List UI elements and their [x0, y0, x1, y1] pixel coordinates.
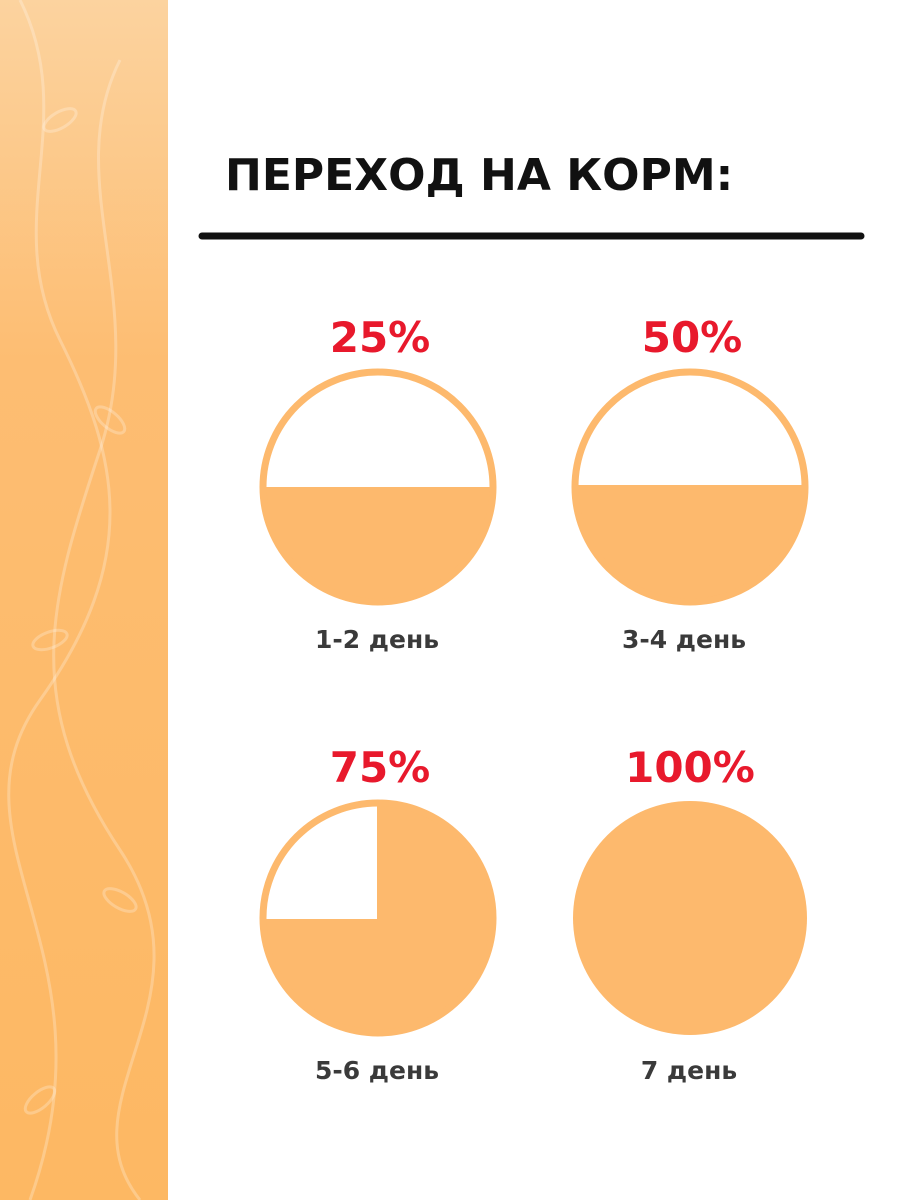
circle: [571, 368, 809, 606]
fill-level: [575, 485, 805, 602]
day-label: 1-2 день: [315, 625, 439, 654]
fill-level: [263, 487, 493, 602]
side-strip: [0, 0, 168, 1200]
day-label: 7 день: [641, 1056, 737, 1085]
title: ПЕРЕХОД НА КОРМ:: [225, 150, 733, 201]
percent-label: 50%: [642, 313, 743, 362]
circle: [259, 799, 497, 1037]
circle: [573, 801, 807, 1035]
percent-label: 100%: [625, 743, 755, 792]
day-label: 3-4 день: [622, 625, 746, 654]
percent-label: 25%: [330, 313, 431, 362]
percent-label: 75%: [330, 743, 431, 792]
circle: [259, 368, 497, 606]
floral-pattern: [7, 0, 156, 1200]
day-label: 5-6 день: [315, 1056, 439, 1085]
